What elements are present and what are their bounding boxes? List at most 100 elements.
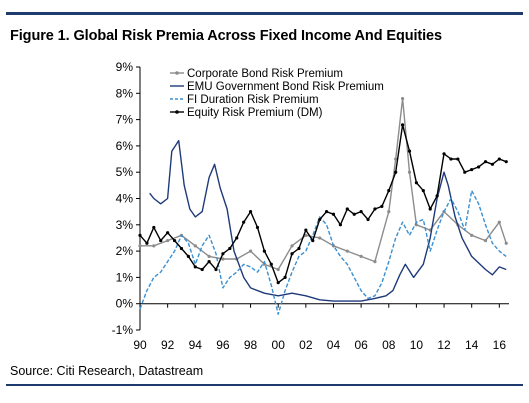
series-4-point bbox=[269, 262, 273, 266]
series-4-point bbox=[414, 181, 419, 185]
series-1-point bbox=[138, 244, 142, 248]
series-4-point bbox=[421, 189, 425, 193]
series-4-point bbox=[428, 207, 432, 211]
series-4-point bbox=[352, 212, 356, 216]
series-4-point bbox=[193, 265, 197, 269]
series-4-point bbox=[470, 167, 474, 172]
x-tick-label: 04 bbox=[327, 338, 341, 352]
legend-label-2: EMU Government Bond Risk Premium bbox=[187, 81, 384, 93]
series-1-point bbox=[497, 220, 501, 224]
series-1-point bbox=[394, 157, 398, 161]
x-tick-label: 00 bbox=[272, 338, 286, 352]
axes: -1% 0% 1% 2% 3% 4% 5% 6% 7% 8% 9% 90 92 94 96 98 00 02 04 0… bbox=[112, 60, 509, 352]
series-line-4 bbox=[139, 124, 507, 284]
series-4-point bbox=[276, 281, 280, 285]
x-tick-label: 16 bbox=[493, 338, 507, 352]
series-4-point bbox=[228, 246, 232, 251]
series-4-point bbox=[373, 207, 377, 211]
x-tick-label: 12 bbox=[437, 338, 451, 352]
y-tick-label: 0% bbox=[116, 297, 134, 311]
series-1-point bbox=[504, 241, 508, 245]
series-4-point bbox=[248, 210, 253, 214]
series-4-point bbox=[387, 189, 391, 193]
series-1-point bbox=[248, 249, 253, 253]
series-line-3 bbox=[139, 189, 507, 315]
series-1-point bbox=[387, 210, 391, 214]
series-4-point bbox=[214, 267, 218, 272]
y-tick-label: 8% bbox=[116, 86, 134, 100]
series-4-point bbox=[490, 162, 495, 166]
series-4-point bbox=[463, 170, 467, 174]
series-4-point bbox=[166, 231, 170, 235]
series-4-point bbox=[476, 165, 481, 169]
series-4-point bbox=[290, 252, 294, 256]
series-4-point bbox=[297, 246, 301, 251]
y-tick-label: -1% bbox=[112, 323, 134, 337]
series-4-point bbox=[324, 210, 329, 214]
legend-label-3: FI Duration Risk Premium bbox=[187, 94, 319, 106]
y-tick-label: 6% bbox=[116, 139, 134, 153]
y-tick-label: 2% bbox=[116, 244, 134, 258]
source-note: Source: Citi Research, Datastream bbox=[10, 364, 204, 378]
series-1-point bbox=[400, 96, 405, 101]
y-tick-label: 5% bbox=[116, 165, 134, 179]
series-4-point bbox=[497, 157, 501, 161]
series-4-point bbox=[380, 204, 384, 208]
y-tick-label: 9% bbox=[116, 60, 134, 74]
y-tick-label: 3% bbox=[116, 218, 134, 232]
series-4-point bbox=[200, 267, 204, 272]
series-1-point bbox=[345, 249, 349, 253]
bottom-rule bbox=[6, 384, 523, 386]
legend-marker-1 bbox=[175, 71, 179, 75]
x-tick-label: 90 bbox=[133, 338, 147, 352]
legend-marker-4 bbox=[175, 110, 179, 114]
series-1-point bbox=[276, 267, 280, 272]
series-4-point bbox=[152, 225, 156, 230]
figure-title: Figure 1. Global Risk Premia Across Fixe… bbox=[10, 28, 442, 44]
y-tick-label: 1% bbox=[116, 270, 134, 284]
series-4-point bbox=[255, 225, 260, 230]
series-4-point bbox=[449, 157, 453, 161]
series-4-point bbox=[235, 236, 239, 240]
series-4-point bbox=[138, 233, 142, 237]
y-tick-label: 4% bbox=[116, 192, 134, 206]
series-4-point bbox=[159, 238, 163, 243]
series-1-point bbox=[470, 233, 474, 237]
series-1-point bbox=[407, 170, 412, 174]
series-4-point bbox=[366, 217, 370, 222]
x-tick-label: 02 bbox=[299, 338, 313, 352]
legend-label-4: Equity Risk Premium (DM) bbox=[187, 107, 323, 119]
series-1-point bbox=[221, 257, 225, 261]
x-tick-label: 06 bbox=[354, 338, 368, 352]
series-4-point bbox=[172, 238, 177, 243]
series-4-point bbox=[311, 238, 315, 243]
series-1-point bbox=[304, 233, 308, 237]
series-4-point bbox=[242, 220, 246, 224]
series-4-point bbox=[331, 212, 336, 216]
series-4-point bbox=[456, 157, 460, 161]
series-line-1 bbox=[140, 97, 507, 271]
series-1-point bbox=[373, 260, 377, 264]
series-4-point bbox=[504, 160, 508, 164]
y-tick-label: 7% bbox=[116, 113, 134, 127]
series-line-2 bbox=[149, 139, 507, 302]
series-4-point bbox=[262, 249, 266, 253]
series-4-point bbox=[359, 210, 363, 214]
series-4-point bbox=[221, 252, 225, 256]
series-4-point bbox=[442, 152, 446, 156]
series-4-point bbox=[207, 260, 211, 264]
x-tick-label: 96 bbox=[216, 338, 230, 352]
x-tick-label: 14 bbox=[465, 338, 479, 352]
series-4-point bbox=[179, 246, 184, 251]
series-4-point bbox=[283, 275, 287, 279]
series-1-point bbox=[166, 238, 170, 243]
x-tick-label: 98 bbox=[244, 338, 258, 352]
series-1-point bbox=[359, 254, 363, 258]
series-4-point bbox=[483, 160, 488, 164]
series-4-point bbox=[400, 123, 405, 127]
series-1-point bbox=[318, 236, 322, 240]
series-1-point bbox=[483, 238, 488, 243]
x-tick-label: 10 bbox=[410, 338, 424, 352]
legend-label-1: Corporate Bond Risk Premium bbox=[187, 68, 343, 80]
series-1-point bbox=[152, 244, 156, 248]
